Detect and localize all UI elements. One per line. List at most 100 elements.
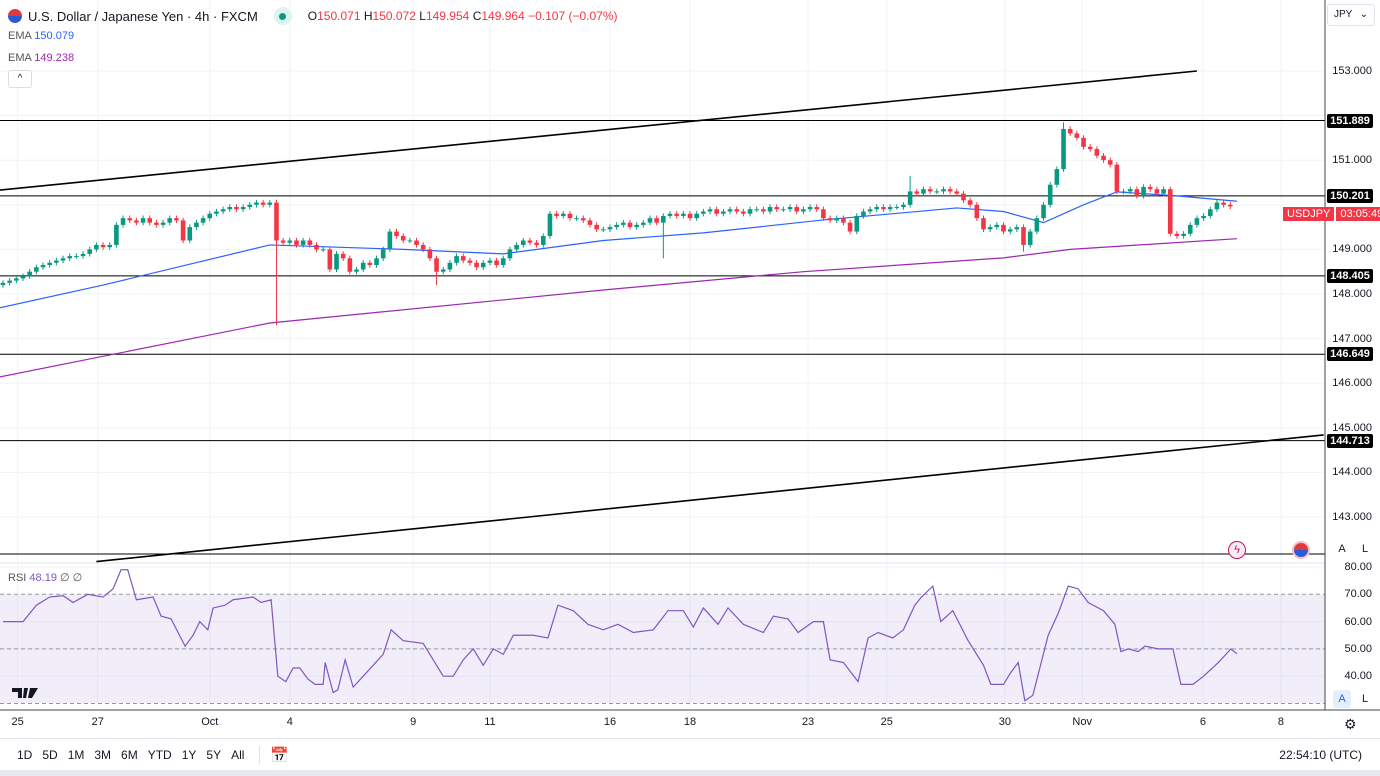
candle bbox=[107, 242, 113, 250]
ema-slow-legend[interactable]: EMA 149.238 bbox=[8, 52, 75, 64]
candle-body bbox=[707, 209, 713, 212]
rsi-auto-scale-button[interactable]: A bbox=[1333, 690, 1351, 708]
candle-body bbox=[414, 240, 419, 245]
rsi-levels bbox=[0, 593, 1325, 704]
candle bbox=[547, 211, 553, 239]
us-economic-event-icon[interactable] bbox=[1292, 541, 1310, 559]
candle-body bbox=[400, 236, 406, 241]
candle bbox=[194, 219, 199, 230]
rsi-log-scale-button[interactable]: L bbox=[1361, 693, 1369, 705]
collapse-legend-button[interactable]: ^ bbox=[8, 70, 32, 88]
candle-body bbox=[1027, 231, 1033, 245]
time-axis-label: 4 bbox=[286, 716, 293, 728]
go-to-date-calendar-icon[interactable]: 📅 bbox=[270, 746, 290, 764]
candle-body bbox=[1174, 233, 1180, 237]
candle-body bbox=[427, 249, 433, 259]
candle-body bbox=[507, 249, 513, 259]
candle bbox=[120, 215, 126, 228]
candle-body bbox=[74, 256, 79, 258]
candle-body bbox=[1161, 189, 1166, 194]
trendline bbox=[96, 434, 1324, 563]
candle bbox=[961, 190, 966, 204]
candle bbox=[841, 215, 846, 226]
candle bbox=[500, 255, 506, 268]
candle-body bbox=[1014, 227, 1020, 230]
grid bbox=[0, 0, 1325, 710]
candle-body bbox=[140, 218, 146, 223]
candle bbox=[767, 204, 773, 215]
candle bbox=[1014, 224, 1020, 233]
level-price-label: 144.713 bbox=[1327, 433, 1373, 448]
candle bbox=[260, 199, 266, 208]
range-button-3m[interactable]: 3M bbox=[94, 747, 112, 762]
candle-body bbox=[907, 191, 913, 205]
candle bbox=[127, 215, 133, 224]
candle-body bbox=[801, 209, 806, 212]
range-button-6m[interactable]: 6M bbox=[121, 747, 138, 762]
price-chart[interactable] bbox=[0, 0, 1380, 740]
candle-body bbox=[1061, 128, 1066, 170]
price-axis-label: 143.000 bbox=[1332, 511, 1372, 523]
candle-body bbox=[220, 209, 226, 212]
candle bbox=[347, 255, 353, 275]
candle bbox=[1181, 231, 1186, 239]
time-axis-label: 11 bbox=[484, 716, 496, 728]
candle bbox=[474, 260, 479, 270]
range-button-1y[interactable]: 1Y bbox=[181, 747, 197, 762]
candle-body bbox=[1167, 189, 1173, 234]
candle-body bbox=[87, 249, 93, 254]
candle bbox=[807, 204, 813, 212]
range-button-5y[interactable]: 5Y bbox=[206, 747, 222, 762]
candle bbox=[214, 208, 219, 217]
clock[interactable]: 22:54:10 (UTC) bbox=[1279, 748, 1362, 762]
candle-body bbox=[467, 260, 473, 263]
range-button-1d[interactable]: 1D bbox=[17, 747, 33, 762]
candle bbox=[907, 175, 913, 208]
candle-body bbox=[1134, 189, 1140, 196]
candle-body bbox=[520, 240, 526, 245]
candle bbox=[1221, 199, 1226, 208]
candle bbox=[400, 233, 406, 244]
candle-body bbox=[1201, 215, 1206, 219]
candle bbox=[460, 253, 466, 264]
candle-body bbox=[721, 211, 726, 214]
ema-fast-legend[interactable]: EMA 150.079 bbox=[8, 30, 75, 42]
candle-body bbox=[974, 204, 980, 219]
candle-body bbox=[1121, 191, 1126, 193]
candle bbox=[661, 213, 666, 259]
range-button-ytd[interactable]: YTD bbox=[147, 747, 172, 762]
symbol-title[interactable]: U.S. Dollar / Japanese Yen · 4h · FXCM bbox=[28, 8, 258, 24]
bottom-toolbar: 1D 5D 1M 3M 6M YTD 1Y 5Y All 📅 bbox=[0, 738, 1380, 770]
candle-body bbox=[267, 202, 273, 205]
candle-body bbox=[367, 262, 373, 266]
candle-body bbox=[1187, 224, 1193, 234]
candle-body bbox=[1154, 189, 1160, 194]
candle bbox=[687, 211, 693, 221]
usdjpy-flag-icon bbox=[8, 9, 22, 23]
lightning-event-icon[interactable]: ϟ bbox=[1228, 541, 1246, 559]
candle bbox=[701, 208, 706, 217]
candle bbox=[1021, 224, 1026, 252]
market-status-icon[interactable] bbox=[273, 7, 292, 25]
candle-body bbox=[794, 207, 800, 212]
settings-gear-icon[interactable]: ⚙ bbox=[1344, 716, 1357, 732]
rsi-legend[interactable]: RSI 48.19 ∅ ∅ bbox=[8, 572, 83, 584]
range-button-5d[interactable]: 5D bbox=[42, 747, 58, 762]
auto-scale-button[interactable]: A bbox=[1338, 543, 1346, 555]
candle-body bbox=[107, 244, 113, 248]
candle bbox=[94, 242, 99, 253]
range-button-1m[interactable]: 1M bbox=[67, 747, 85, 762]
candle-body bbox=[987, 227, 993, 230]
candle-body bbox=[360, 262, 366, 270]
time-axis-label: 18 bbox=[683, 716, 697, 728]
price-axis-label: 147.000 bbox=[1332, 332, 1372, 345]
range-button-all[interactable]: All bbox=[231, 747, 245, 762]
currency-select[interactable]: JPY ⌄ bbox=[1327, 4, 1375, 26]
candle-body bbox=[307, 240, 313, 245]
candle bbox=[454, 253, 459, 266]
candle-body bbox=[961, 193, 966, 201]
candle bbox=[154, 219, 159, 228]
log-scale-button[interactable]: L bbox=[1361, 543, 1369, 555]
candle-body bbox=[887, 207, 893, 210]
candle-body bbox=[761, 209, 766, 212]
